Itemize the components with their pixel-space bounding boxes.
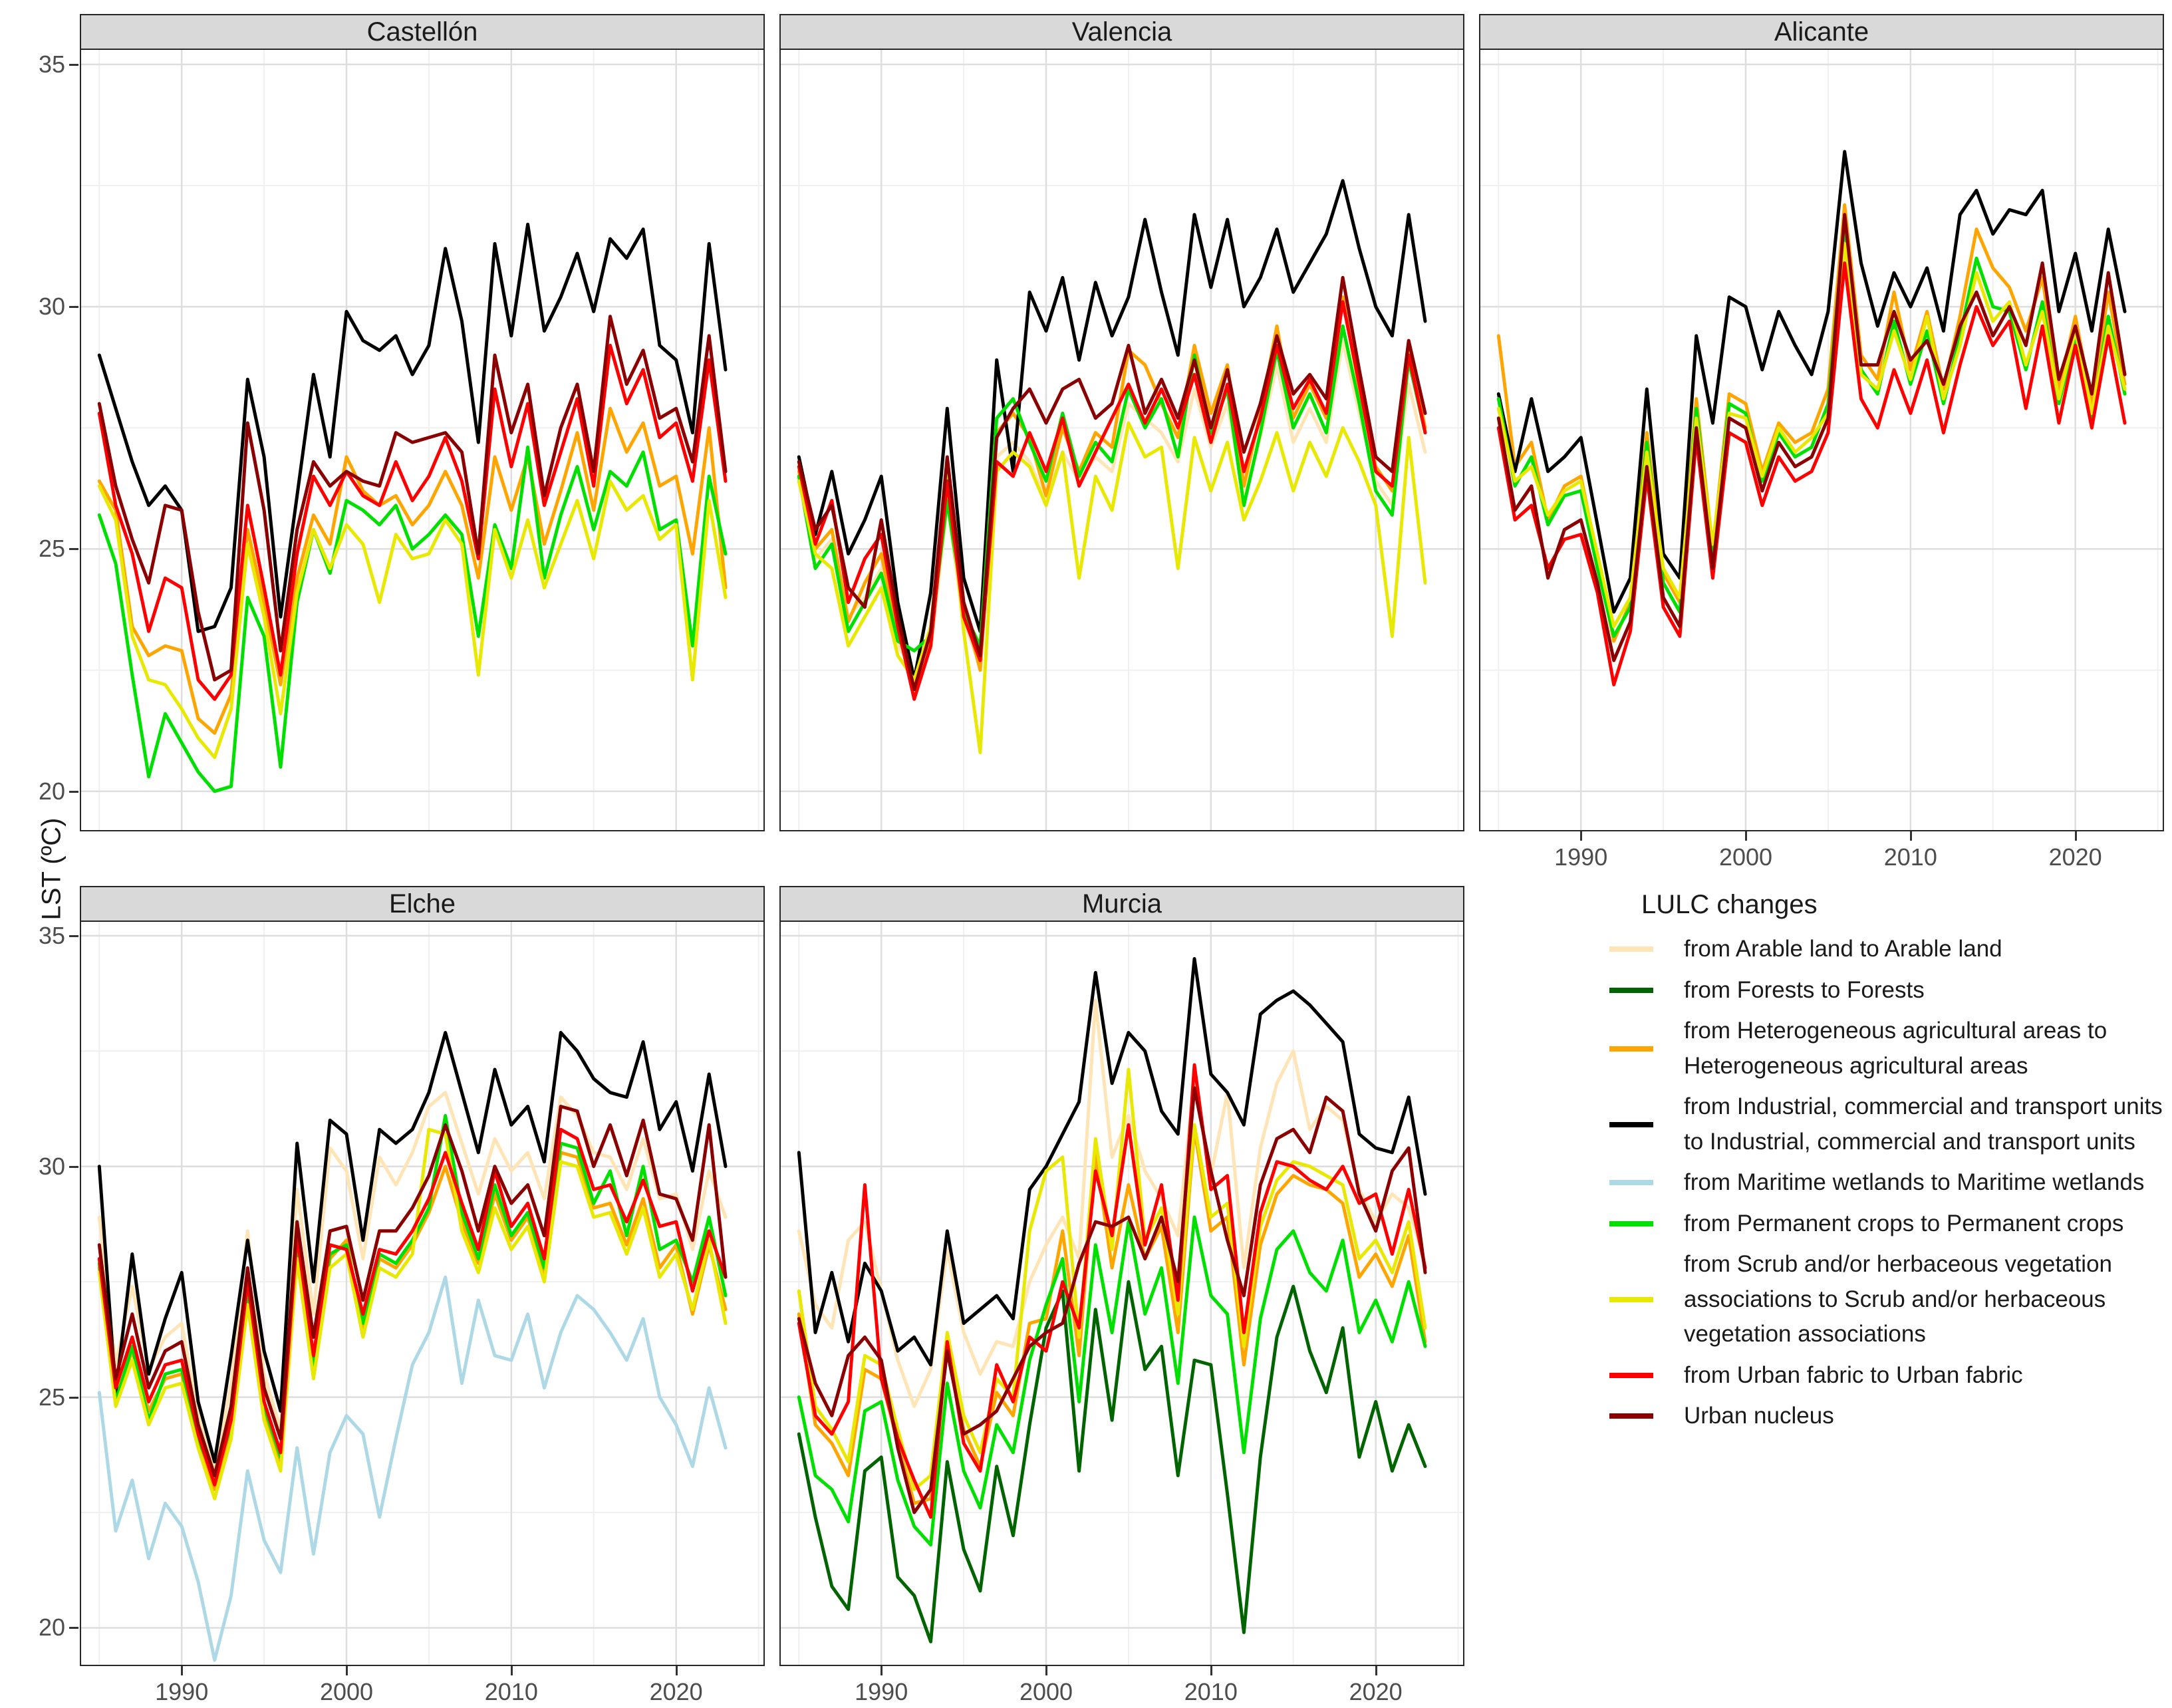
legend-key-line: [1609, 1121, 1653, 1127]
panel-title: Castellón: [366, 17, 478, 47]
y-tick-label: 35: [38, 50, 65, 78]
legend-key-line: [1609, 1413, 1653, 1419]
y-tick-label: 25: [38, 535, 65, 563]
panel-murcia: Murcia: [779, 886, 1464, 1666]
x-tick-mark: [1375, 1666, 1377, 1675]
panel-strip: Alicante: [1479, 14, 2164, 50]
panel-plot: [779, 49, 1464, 831]
y-tick-label: 30: [38, 1152, 65, 1180]
legend-label: from Urban fabric to Urban fabric: [1684, 1361, 2023, 1388]
x-tick-mark: [181, 1666, 184, 1675]
legend-entry-0: from Arable land to Arable land: [1609, 932, 2172, 967]
x-tick-label: 1990: [855, 1678, 908, 1705]
legend-key-line: [1609, 1046, 1653, 1052]
x-tick-label: 2010: [1184, 1678, 1238, 1705]
legend-label: from Heterogeneous agricultural areas to…: [1684, 1018, 2107, 1079]
legend-label: from Arable land to Arable land: [1684, 936, 2002, 962]
legend-label: from Forests to Forests: [1684, 976, 1925, 1003]
x-tick-label: 2010: [1883, 843, 1937, 871]
panel-elche: Elche: [80, 886, 765, 1666]
panel-plot: [779, 921, 1464, 1666]
y-tick-mark: [69, 1165, 78, 1168]
panel-title: Alicante: [1774, 17, 1869, 47]
x-tick-mark: [675, 1666, 678, 1675]
legend-label: from Maritime wetlands to Maritime wetla…: [1684, 1169, 2145, 1195]
legend-label: from Permanent crops to Permanent crops: [1684, 1210, 2124, 1236]
legend-key-line: [1609, 987, 1653, 993]
x-tick-mark: [2074, 831, 2077, 841]
y-tick-label: 30: [38, 293, 65, 321]
panel-strip: Castellón: [80, 14, 765, 50]
legend-label: Urban nucleus: [1684, 1403, 1834, 1429]
x-tick-label: 2020: [649, 1678, 703, 1705]
panel-title: Valencia: [1071, 17, 1172, 47]
x-tick-label: 2020: [2048, 843, 2102, 871]
y-tick-mark: [69, 1627, 78, 1630]
legend-label: from Scrub and/or herbaceous vegetation …: [1684, 1251, 2112, 1347]
y-tick-mark: [69, 790, 78, 793]
x-tick-mark: [1210, 1666, 1212, 1675]
legend-label: from Industrial, commercial and transpor…: [1684, 1093, 2163, 1155]
legend-title: LULC changes: [1641, 890, 1818, 919]
legend-entry-5: from Permanent crops to Permanent crops: [1609, 1207, 2172, 1242]
panel-plot: [1479, 49, 2164, 831]
legend-entry-8: Urban nucleus: [1609, 1399, 2172, 1434]
y-tick-label: 25: [38, 1383, 65, 1411]
legend-key-line: [1609, 946, 1653, 952]
y-tick-label: 35: [38, 921, 65, 949]
legend-entry-7: from Urban fabric to Urban fabric: [1609, 1358, 2172, 1393]
legend-entries: from Arable land to Arable land from Fore…: [1609, 932, 2172, 1434]
x-tick-mark: [1045, 1666, 1047, 1675]
legend-entry-1: from Forests to Forests: [1609, 973, 2172, 1008]
x-tick-label: 2000: [1019, 1678, 1073, 1705]
legend-key-line: [1609, 1372, 1653, 1378]
x-tick-label: 2010: [484, 1678, 538, 1705]
y-tick-mark: [69, 1396, 78, 1399]
x-tick-label: 1990: [155, 1678, 209, 1705]
x-tick-label: 1990: [1554, 843, 1608, 871]
y-tick-mark: [69, 306, 78, 309]
x-tick-mark: [510, 1666, 513, 1675]
x-tick-label: 2000: [1718, 843, 1773, 871]
legend-key-line: [1609, 1220, 1653, 1226]
legend-entry-6: from Scrub and/or herbaceous vegetation …: [1609, 1247, 2172, 1352]
panel-strip: Murcia: [779, 886, 1464, 922]
panel-plot: [80, 49, 765, 831]
legend-entry-2: from Heterogeneous agricultural areas to…: [1609, 1014, 2172, 1083]
legend-entry-4: from Maritime wetlands to Maritime wetla…: [1609, 1165, 2172, 1201]
x-tick-mark: [346, 1666, 348, 1675]
panel-alicante: Alicante: [1479, 14, 2164, 831]
y-tick-label: 20: [38, 1614, 65, 1641]
legend-key-line: [1609, 1296, 1653, 1302]
legend: LULC changes from Arable land to Arable …: [1479, 890, 2172, 1708]
panel-strip: Elche: [80, 886, 765, 922]
panel-title: Murcia: [1081, 889, 1162, 919]
x-tick-mark: [1580, 831, 1583, 841]
y-tick-mark: [69, 934, 78, 937]
panel-title: Elche: [388, 889, 456, 919]
x-tick-mark: [881, 1666, 883, 1675]
panel-valencia: Valencia: [779, 14, 1464, 831]
y-tick-label: 20: [38, 777, 65, 805]
y-tick-mark: [69, 63, 78, 66]
legend-entry-3: from Industrial, commercial and transpor…: [1609, 1089, 2172, 1159]
panel-plot: [80, 921, 765, 1666]
x-tick-mark: [1745, 831, 1747, 841]
y-tick-mark: [69, 548, 78, 551]
x-tick-mark: [1909, 831, 1912, 841]
panel-castellon: Castellón: [80, 14, 765, 831]
legend-key-line: [1609, 1180, 1653, 1186]
x-tick-label: 2000: [319, 1678, 374, 1705]
x-tick-label: 2020: [1349, 1678, 1403, 1705]
panel-strip: Valencia: [779, 14, 1464, 50]
